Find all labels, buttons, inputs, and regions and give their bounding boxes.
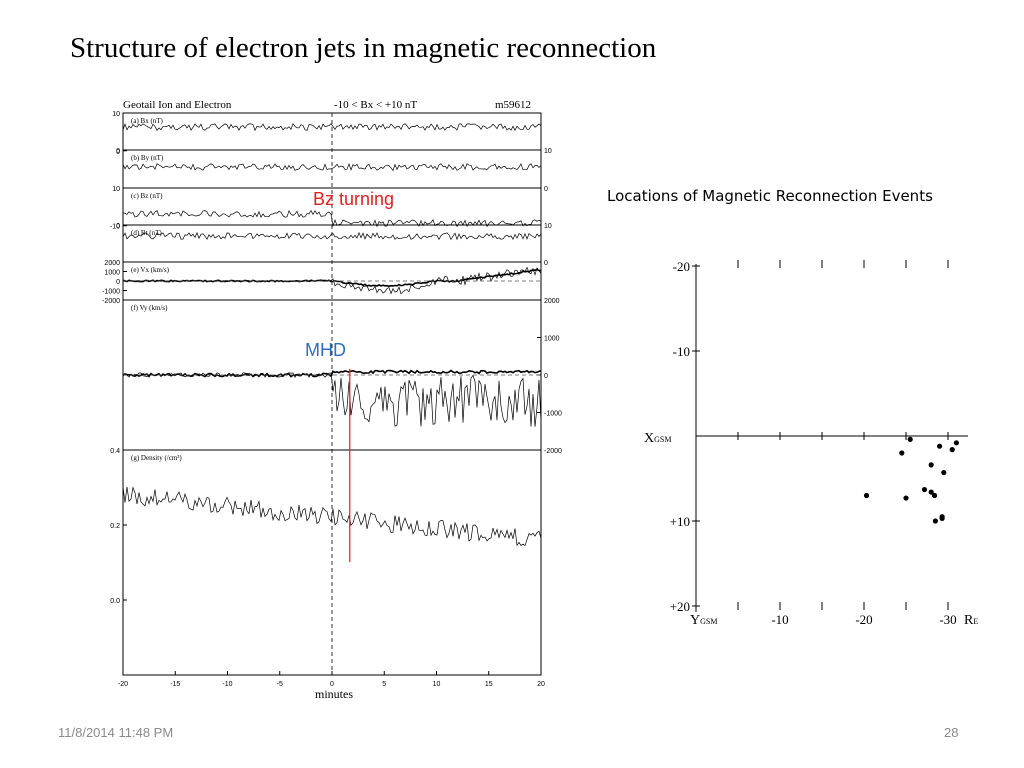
map-x-tick-label: -30 <box>939 612 956 627</box>
panel-label: (a) Bx (nT) <box>131 117 164 125</box>
left-tick-label: 2000 <box>104 260 120 267</box>
right-tick-label: -1000 <box>544 411 562 418</box>
map-y-tick-label: -10 <box>673 344 690 359</box>
left-tick-label: 0 <box>116 279 120 286</box>
map-y-tick-label: +10 <box>670 514 690 529</box>
left-tick-label: 10 <box>112 111 120 118</box>
event-point <box>921 486 928 493</box>
reconnection-map-chart: -20 -10 +10 +20 -10 -20 -30 XGSM YGSM RE <box>644 259 978 628</box>
left-tick-label: 1000 <box>104 270 120 277</box>
x-tick-label: -15 <box>170 681 180 688</box>
panel-label: (g) Density (/cm³) <box>131 454 182 462</box>
header-left: Geotail Ion and Electron <box>123 99 232 111</box>
event-point <box>932 518 939 524</box>
event-point <box>907 436 913 442</box>
left-tick-label: -2000 <box>102 298 120 305</box>
left-tick-label: 0.2 <box>110 523 120 530</box>
left-tick-label: 0.0 <box>110 598 120 605</box>
x-axis-label: minutes <box>315 687 353 701</box>
panel-trace-thin <box>122 162 542 172</box>
event-point <box>899 450 905 456</box>
slide-title: Structure of electron jets in magnetic r… <box>70 32 657 64</box>
right-tick-label: 0 <box>544 260 548 267</box>
map-y-gsm-label: YGSM <box>690 613 717 628</box>
x-tick-label: 15 <box>485 681 493 688</box>
left-tick-label: -1000 <box>102 289 120 296</box>
time-series-chart: Geotail Ion and Electron -10 < Bx < +10 n… <box>102 99 562 701</box>
right-tick-label: 0 <box>544 373 548 380</box>
event-point <box>941 469 947 476</box>
page-number: 28 <box>944 725 959 740</box>
event-point <box>949 447 955 453</box>
event-point <box>937 443 943 449</box>
panel-label: (c) Bz (nT) <box>131 192 163 200</box>
header-right: m59612 <box>495 99 531 111</box>
x-tick-label: -20 <box>118 681 128 688</box>
map-unit-label: RE <box>964 613 978 628</box>
map-y-tick-label: +20 <box>670 599 690 614</box>
right-tick-label: 10 <box>544 223 552 230</box>
mhd-annotation: MHD <box>305 340 346 360</box>
right-tick-label: 0 <box>544 186 548 193</box>
map-title: Locations of Magnetic Reconnection Event… <box>607 187 933 205</box>
right-tick-label: 2000 <box>544 298 560 305</box>
event-point <box>863 492 870 499</box>
left-tick-label: 0 <box>116 223 120 230</box>
event-point <box>939 515 945 522</box>
left-tick-label: 0 <box>116 149 120 156</box>
left-tick-label: 0 <box>116 148 120 155</box>
left-tick-label: 10 <box>112 186 120 193</box>
bz-turning-annotation: Bz turning <box>313 189 394 209</box>
event-point <box>903 495 909 501</box>
right-tick-label: 1000 <box>544 336 560 343</box>
x-tick-label: 10 <box>433 681 441 688</box>
map-x-gsm-label: XGSM <box>644 431 671 446</box>
x-tick-label: 20 <box>537 681 545 688</box>
panel-trace-thin <box>122 122 542 132</box>
x-tick-label: -10 <box>222 681 232 688</box>
right-tick-label: -2000 <box>544 448 562 455</box>
left-tick-label: -10 <box>110 224 120 231</box>
event-point <box>931 492 938 499</box>
x-tick-label: 0 <box>330 681 334 688</box>
right-tick-label: 10 <box>544 148 552 155</box>
map-y-tick-label: -20 <box>673 259 690 274</box>
panel-label: (b) By (nT) <box>131 154 164 162</box>
map-x-tick-label: -20 <box>855 612 872 627</box>
header-center: -10 < Bx < +10 nT <box>334 99 417 111</box>
map-x-tick-label: -10 <box>771 612 788 627</box>
left-tick-label: 0.4 <box>110 448 120 455</box>
event-point <box>953 440 960 446</box>
panel-label: (d) Bt (nT) <box>131 229 162 237</box>
event-point <box>928 489 934 495</box>
event-point <box>928 462 934 468</box>
panel-label: (f) Vy (km/s) <box>131 304 168 312</box>
footer-date: 11/8/2014 11:48 PM <box>58 725 174 740</box>
x-tick-label: -5 <box>277 681 283 688</box>
panel-label: (e) Vx (km/s) <box>131 266 170 274</box>
x-tick-label: 5 <box>382 681 386 688</box>
